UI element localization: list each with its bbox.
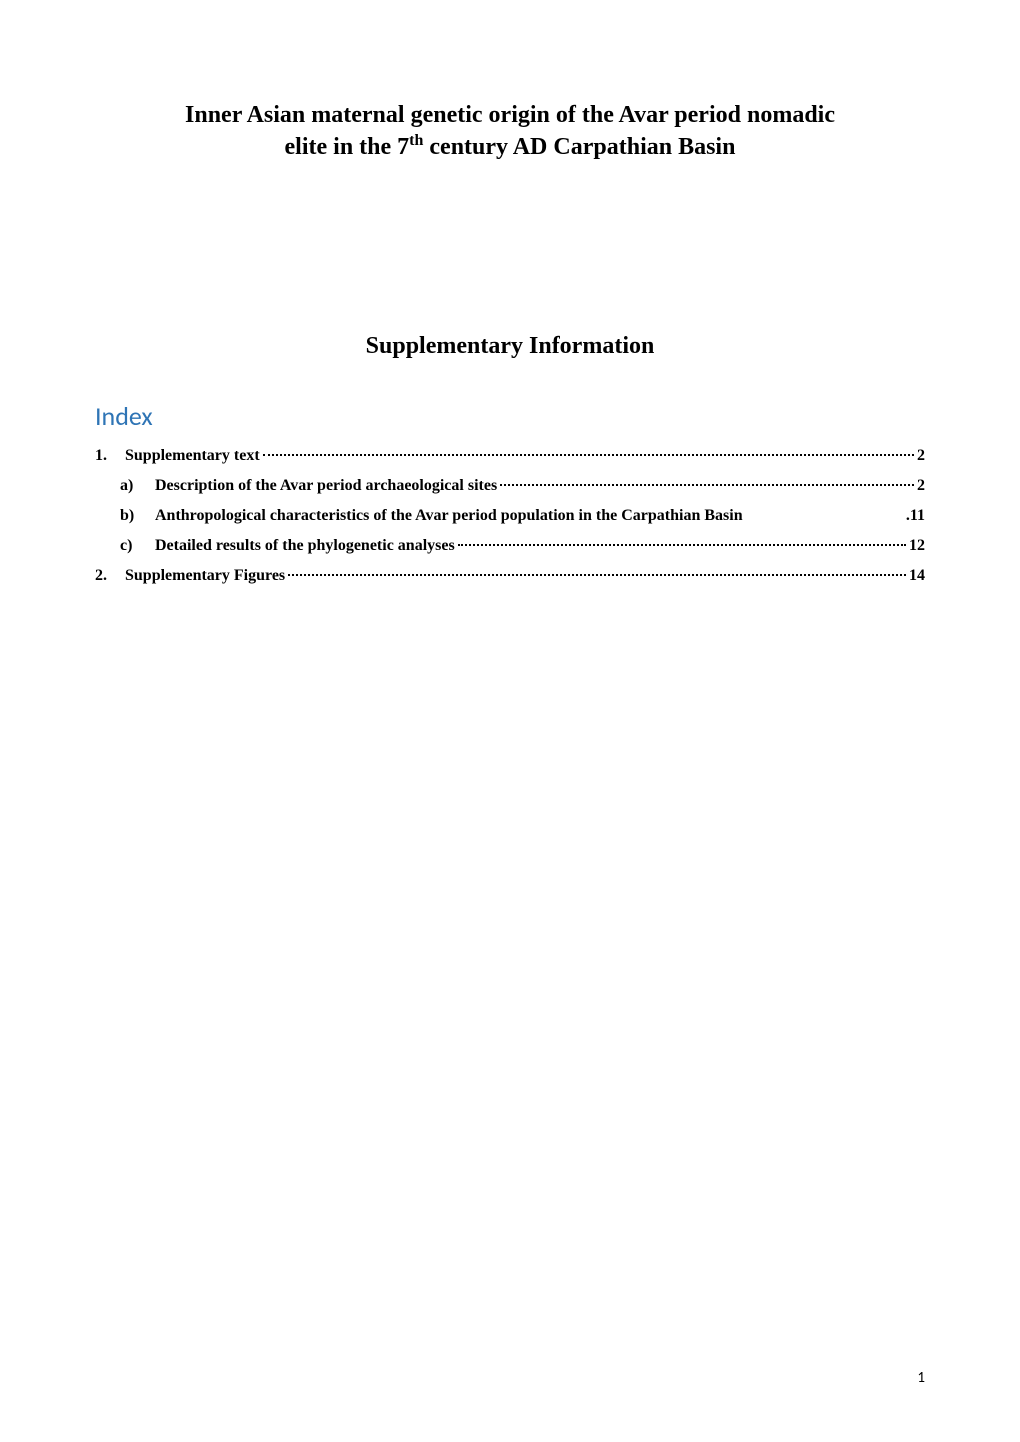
table-of-contents: 1. Supplementary text 2 a) Description o… xyxy=(95,447,925,585)
title-line-1: Inner Asian maternal genetic origin of t… xyxy=(185,102,835,128)
title-line-2-pre: elite in the 7 xyxy=(285,134,410,160)
document-title: Inner Asian maternal genetic origin of t… xyxy=(95,100,925,163)
toc-entry-label: Detailed results of the phylogenetic ana… xyxy=(155,537,455,555)
index-heading: Index xyxy=(95,400,925,432)
toc-entry-number: 2. xyxy=(95,567,125,585)
toc-entry-label: Supplementary Figures xyxy=(125,567,285,585)
toc-entry-number: a) xyxy=(120,477,155,495)
toc-entry-number: 1. xyxy=(95,447,125,465)
toc-entry-page: 14 xyxy=(909,567,925,585)
toc-dots xyxy=(500,484,914,486)
toc-dots xyxy=(288,574,906,576)
toc-entry-page: 2 xyxy=(917,477,925,495)
toc-entry-page: .11 xyxy=(906,507,925,525)
toc-entry[interactable]: b) Anthropological characteristics of th… xyxy=(95,507,925,525)
toc-entry[interactable]: c) Detailed results of the phylogenetic … xyxy=(95,537,925,555)
document-subtitle: Supplementary Information xyxy=(95,333,925,360)
toc-entry-number: c) xyxy=(120,537,155,555)
toc-entry[interactable]: a) Description of the Avar period archae… xyxy=(95,477,925,495)
title-line-2-post: century AD Carpathian Basin xyxy=(423,134,735,160)
toc-dots xyxy=(263,454,914,456)
toc-entry-number: b) xyxy=(120,507,155,525)
toc-entry-page: 12 xyxy=(909,537,925,555)
toc-entry[interactable]: 2. Supplementary Figures 14 xyxy=(95,567,925,585)
title-superscript: th xyxy=(409,132,423,149)
page-number: 1 xyxy=(917,1369,925,1387)
toc-entry-label: Supplementary text xyxy=(125,447,260,465)
toc-entry-label: Description of the Avar period archaeolo… xyxy=(155,477,497,495)
toc-entry-label: Anthropological characteristics of the A… xyxy=(155,507,743,525)
toc-entry-page: 2 xyxy=(917,447,925,465)
toc-entry[interactable]: 1. Supplementary text 2 xyxy=(95,447,925,465)
toc-dots xyxy=(458,544,906,546)
